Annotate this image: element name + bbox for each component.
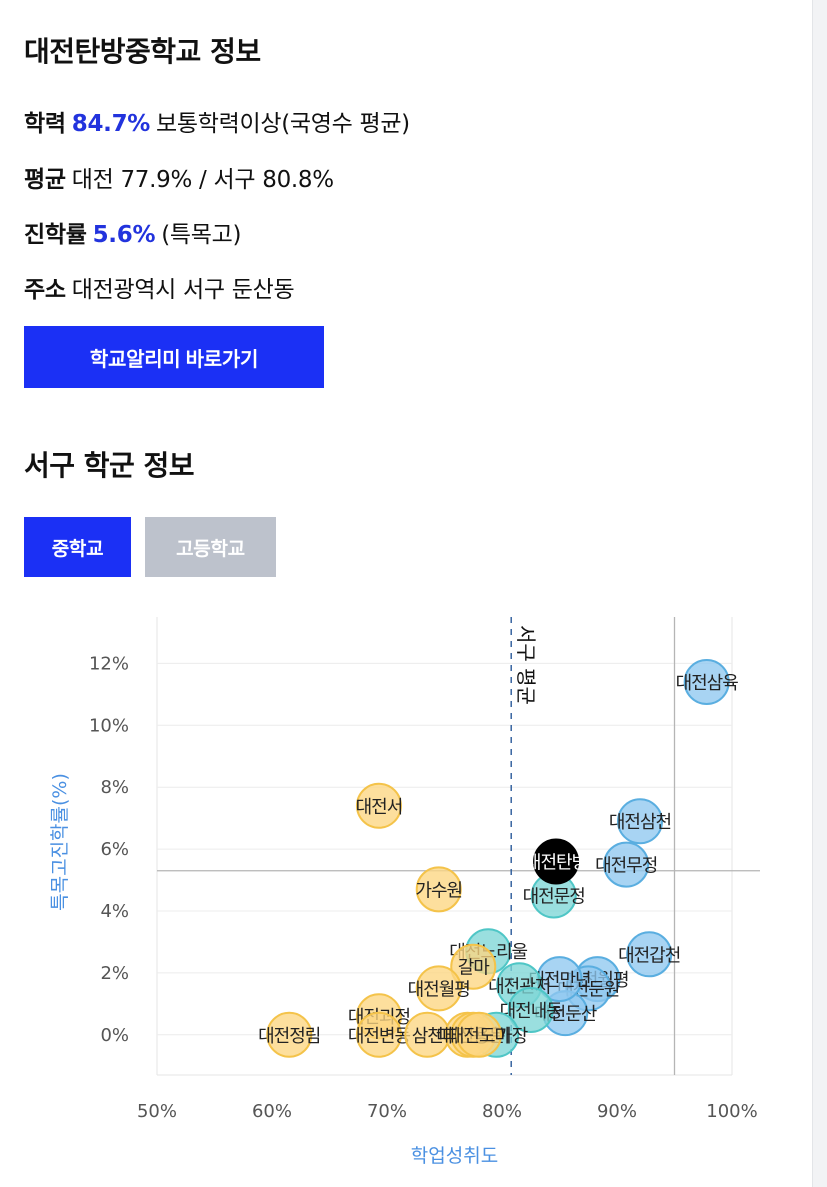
x-tick-label: 50% (137, 1101, 177, 1122)
x-axis-title: 학업성취도 (411, 1145, 498, 1167)
x-tick-label: 90% (597, 1101, 637, 1122)
school-title: 대전탄방중학교 정보 (24, 35, 261, 68)
data-point-label: 갈마 (458, 958, 491, 979)
data-point-label: 대전정림 (258, 1026, 320, 1047)
y-tick-label: 10% (89, 715, 129, 736)
data-point-label: 대전삼육 (676, 673, 739, 694)
divider (812, 0, 813, 1187)
x-tick-label: 100% (706, 1101, 757, 1122)
academic-label: 학력 (24, 111, 66, 137)
average-label: 평균 (24, 167, 66, 193)
data-point-label: 대전탄방 (525, 852, 588, 873)
data-point (683, 658, 730, 705)
data-point-label: 대전만년 (528, 970, 590, 991)
data-point-label: 대전갑천 (618, 945, 680, 966)
school-alimi-link-button[interactable]: 학교알리미 바로가기 (24, 326, 324, 388)
data-point-label: 대전문정 (523, 887, 585, 908)
average-row: 평균 대전 77.9% / 서구 80.8% (24, 160, 340, 194)
y-tick-label: 12% (89, 653, 129, 674)
data-point (456, 1011, 502, 1058)
tab-high-school[interactable]: 고등학교 (145, 517, 276, 577)
data-point-label: 대전월평 (408, 979, 470, 1000)
data-point-label: 가수원 (415, 880, 462, 901)
data-point (603, 841, 650, 888)
y-tick-label: 6% (100, 839, 129, 860)
data-point (355, 1011, 402, 1058)
academic-desc: 보통학력이상(국영수 평균) (156, 111, 410, 137)
data-point-label: 대전도마 (448, 1026, 512, 1047)
advancement-desc: (특목고) (161, 222, 242, 248)
advancement-label: 진학률 (24, 222, 87, 248)
y-tick-label: 4% (100, 901, 129, 922)
address-label: 주소 (24, 277, 66, 303)
tab-middle-school[interactable]: 중학교 (24, 517, 131, 577)
advancement-value: 5.6% (92, 222, 156, 248)
data-point-label: 대전무정 (595, 856, 657, 877)
school-level-tabs: 중학교 고등학교 (24, 517, 276, 577)
academic-value: 84.7% (71, 111, 151, 137)
district-average-label: 서구 평균 (514, 625, 538, 705)
address-value: 대전광역시 서구 둔산동 (71, 277, 295, 303)
data-point (617, 798, 663, 845)
district-title: 서구 학군 정보 (24, 449, 195, 482)
x-tick-label: 60% (252, 1101, 292, 1122)
data-point (507, 987, 554, 1034)
y-tick-label: 2% (100, 963, 129, 984)
data-point-label: 삼천 (412, 1026, 443, 1047)
data-point (415, 866, 462, 913)
average-value: 대전 77.9% / 서구 80.8% (71, 167, 334, 193)
data-point (533, 838, 580, 885)
data-point-label: 대전내동 (500, 1001, 563, 1022)
data-point-label: 대전삼천 (609, 812, 671, 833)
y-tick-label: 8% (100, 777, 129, 798)
data-point (355, 782, 402, 829)
data-point (415, 965, 462, 1012)
y-tick-label: 0% (100, 1025, 129, 1046)
data-point-label: 대전서 (356, 797, 403, 818)
y-axis-title: 특목고진학률(%) (49, 773, 71, 911)
x-tick-label: 80% (482, 1101, 522, 1122)
advancement-row: 진학률 5.6% (특목고) (24, 215, 247, 249)
x-tick-label: 70% (367, 1101, 407, 1122)
academic-row: 학력 84.7% 보통학력이상(국영수 평균) (24, 104, 416, 138)
address-row: 주소 대전광역시 서구 둔산동 (24, 270, 300, 304)
data-point (626, 931, 673, 978)
scrollbar-track[interactable] (812, 0, 827, 1187)
data-point (450, 943, 497, 990)
data-point (266, 1011, 313, 1058)
data-point-label: 대전변동 (348, 1026, 411, 1047)
